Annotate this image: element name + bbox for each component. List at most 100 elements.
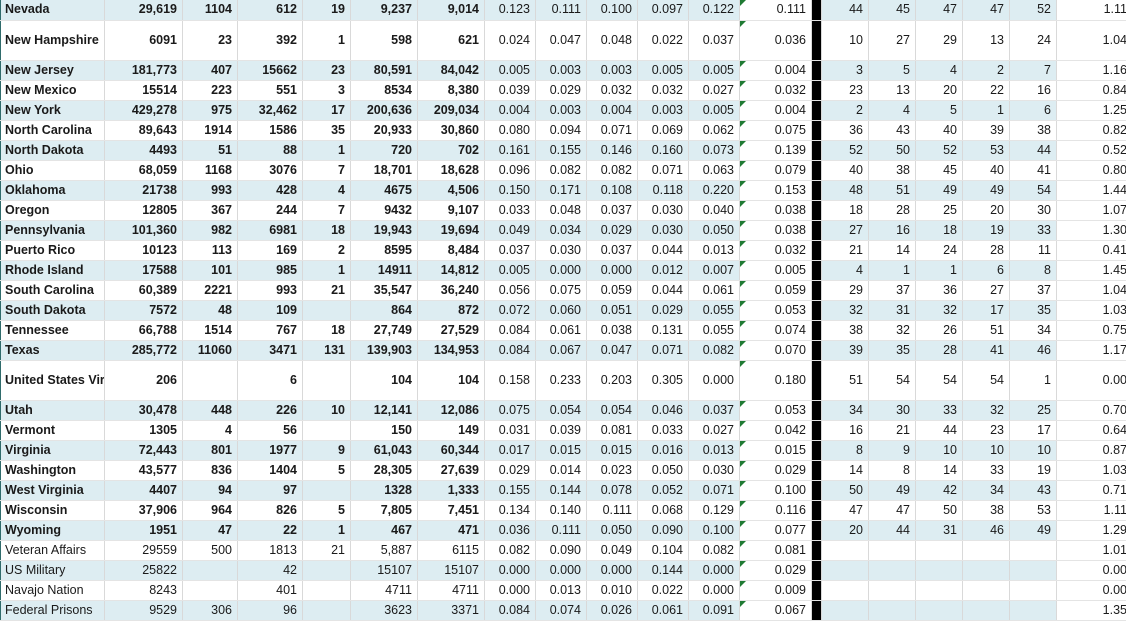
table-row[interactable]: Oregon 12805 367 244 7 9432 9,107 0.033 0.048 0.0… — [0, 200, 1126, 221]
cell-value[interactable]: 1 — [302, 20, 351, 61]
cell-value[interactable]: 134,953 — [417, 340, 485, 361]
cell-rank[interactable] — [1009, 540, 1057, 561]
cell-rank[interactable]: 4 — [868, 100, 916, 121]
cell-value[interactable]: 29559 — [104, 540, 183, 561]
cell-value[interactable]: 0.082 — [688, 340, 740, 361]
cell-ratio[interactable]: 0.84 — [1056, 80, 1126, 101]
cell-value[interactable]: 21738 — [104, 180, 183, 201]
cell-value[interactable]: 0.090 — [637, 520, 689, 541]
cell-value[interactable]: 1104 — [182, 0, 238, 21]
cell-value[interactable]: 826 — [237, 500, 303, 521]
cell-rank[interactable]: 21 — [821, 240, 869, 261]
cell-rank[interactable]: 39 — [821, 340, 869, 361]
cell-value[interactable]: 42 — [237, 560, 303, 581]
cell-ratio[interactable]: 1.44 — [1056, 180, 1126, 201]
cell-error-flagged[interactable]: 0.116 — [739, 500, 812, 521]
cell-rank[interactable]: 38 — [868, 160, 916, 181]
cell-value[interactable]: 0.027 — [688, 80, 740, 101]
cell-rank[interactable]: 24 — [1009, 20, 1057, 61]
cell-value[interactable]: 47 — [182, 520, 238, 541]
cell-value[interactable]: 1 — [302, 520, 351, 541]
cell-value[interactable]: 551 — [237, 80, 303, 101]
cell-rank[interactable] — [915, 600, 963, 621]
cell-value[interactable]: 0.233 — [535, 360, 587, 401]
cell-value[interactable]: 0.071 — [637, 340, 689, 361]
cell-ratio[interactable]: 1.03 — [1056, 300, 1126, 321]
cell-value[interactable]: 1,333 — [417, 480, 485, 501]
cell-ratio[interactable]: 0.52 — [1056, 140, 1126, 161]
cell-value[interactable]: 0.003 — [637, 100, 689, 121]
cell-value[interactable]: 3623 — [350, 600, 418, 621]
cell-error-flagged[interactable]: 0.036 — [739, 20, 812, 61]
cell-value[interactable] — [182, 580, 238, 601]
row-label[interactable]: New Jersey — [0, 60, 105, 81]
cell-ratio[interactable]: 1.04 — [1056, 280, 1126, 301]
cell-value[interactable]: 35 — [302, 120, 351, 141]
table-row[interactable]: New Jersey 181,773 407 15662 23 80,591 84,042 0… — [0, 60, 1126, 81]
cell-value[interactable]: 10123 — [104, 240, 183, 261]
cell-rank[interactable] — [821, 540, 869, 561]
cell-value[interactable]: 471 — [417, 520, 485, 541]
cell-value[interactable]: 209,034 — [417, 100, 485, 121]
cell-value[interactable]: 0.097 — [637, 0, 689, 21]
cell-value[interactable]: 5 — [302, 500, 351, 521]
cell-rank[interactable]: 6 — [1009, 100, 1057, 121]
table-row[interactable]: Veteran Affairs 29559 500 1813 21 5,887 6115 0.… — [0, 540, 1126, 561]
cell-value[interactable]: 612 — [237, 0, 303, 21]
row-label[interactable]: Rhode Island — [0, 260, 105, 281]
row-label[interactable]: Pennsylvania — [0, 220, 105, 241]
cell-value[interactable]: 0.029 — [586, 220, 638, 241]
cell-rank[interactable]: 49 — [962, 180, 1010, 201]
cell-value[interactable]: 0.060 — [535, 300, 587, 321]
row-label[interactable]: United States Virgin Islands — [0, 360, 105, 401]
cell-value[interactable]: 8,380 — [417, 80, 485, 101]
cell-value[interactable]: 0.050 — [637, 460, 689, 481]
cell-error-flagged[interactable]: 0.059 — [739, 280, 812, 301]
cell-value[interactable]: 0.090 — [535, 540, 587, 561]
cell-value[interactable]: 0.044 — [637, 280, 689, 301]
cell-error-flagged[interactable]: 0.081 — [739, 540, 812, 561]
cell-value[interactable]: 0.061 — [535, 320, 587, 341]
cell-value[interactable]: 0.063 — [688, 160, 740, 181]
cell-rank[interactable]: 7 — [1009, 60, 1057, 81]
cell-value[interactable]: 0.054 — [586, 400, 638, 421]
row-label[interactable]: US Military — [0, 560, 105, 581]
cell-value[interactable]: 0.091 — [688, 600, 740, 621]
cell-value[interactable]: 12,086 — [417, 400, 485, 421]
cell-value[interactable]: 9,107 — [417, 200, 485, 221]
cell-error-flagged[interactable]: 0.038 — [739, 200, 812, 221]
cell-value[interactable]: 7,805 — [350, 500, 418, 521]
cell-value[interactable]: 1168 — [182, 160, 238, 181]
cell-error-flagged[interactable]: 0.009 — [739, 580, 812, 601]
cell-value[interactable]: 3471 — [237, 340, 303, 361]
cell-value[interactable]: 101,360 — [104, 220, 183, 241]
cell-value[interactable]: 429,278 — [104, 100, 183, 121]
cell-value[interactable]: 0.059 — [586, 280, 638, 301]
cell-rank[interactable] — [868, 600, 916, 621]
cell-value[interactable]: 0.144 — [535, 480, 587, 501]
cell-rank[interactable]: 20 — [821, 520, 869, 541]
cell-value[interactable]: 8534 — [350, 80, 418, 101]
cell-value[interactable]: 0.005 — [484, 260, 536, 281]
cell-rank[interactable] — [962, 540, 1010, 561]
cell-value[interactable]: 21 — [302, 540, 351, 561]
cell-value[interactable]: 0.071 — [688, 480, 740, 501]
row-label[interactable]: Texas — [0, 340, 105, 361]
cell-value[interactable]: 0.082 — [484, 540, 536, 561]
cell-rank[interactable]: 40 — [821, 160, 869, 181]
table-row[interactable]: Wyoming 1951 47 22 1 467 471 0.036 0.111 0.050 0.0… — [0, 520, 1126, 541]
cell-value[interactable]: 0.003 — [535, 100, 587, 121]
cell-value[interactable]: 101 — [182, 260, 238, 281]
table-row[interactable]: Pennsylvania 101,360 982 6981 18 19,943 19,694… — [0, 220, 1126, 241]
cell-value[interactable]: 0.111 — [586, 500, 638, 521]
cell-rank[interactable]: 19 — [962, 220, 1010, 241]
cell-value[interactable]: 993 — [237, 280, 303, 301]
cell-value[interactable]: 0.032 — [637, 80, 689, 101]
cell-value[interactable]: 0.000 — [484, 580, 536, 601]
cell-rank[interactable] — [1009, 600, 1057, 621]
cell-value[interactable]: 964 — [182, 500, 238, 521]
cell-value[interactable]: 975 — [182, 100, 238, 121]
cell-rank[interactable]: 20 — [962, 200, 1010, 221]
table-row[interactable]: Navajo Nation 8243 401 4711 4711 0.000 0.013 0.… — [0, 580, 1126, 601]
cell-value[interactable]: 7 — [302, 160, 351, 181]
